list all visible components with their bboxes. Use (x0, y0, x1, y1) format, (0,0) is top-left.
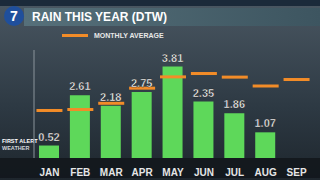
html-text:WEATHER: WEATHER (2, 145, 30, 151)
svg-text:1.07: 1.07 (255, 117, 276, 129)
svg-text:2.18: 2.18 (100, 91, 121, 103)
html-text:FIRST ALERT: FIRST ALERT (2, 138, 38, 144)
svg-text:0.52: 0.52 (38, 131, 59, 143)
svg-text:3.81: 3.81 (162, 52, 183, 64)
svg-text:2.61: 2.61 (69, 80, 90, 92)
svg-text:1.86: 1.86 (224, 98, 245, 110)
svg-text:2.35: 2.35 (193, 87, 214, 99)
svg-text:FEB: FEB (70, 167, 90, 176)
svg-text:JUL: JUL (225, 167, 244, 176)
svg-text:AUG: AUG (255, 167, 277, 176)
svg-text:2.75: 2.75 (131, 77, 152, 89)
html-text:RAIN THIS YEAR (DTW): RAIN THIS YEAR (DTW) (32, 10, 168, 24)
svg-text:JAN: JAN (39, 167, 59, 176)
html-text:MONTHLY AVERAGE: MONTHLY AVERAGE (94, 31, 164, 39)
svg-text:APR: APR (132, 167, 154, 176)
svg-text:MAR: MAR (100, 167, 124, 176)
html-text:7: 7 (10, 8, 18, 24)
svg-text:MAY: MAY (162, 167, 184, 176)
svg-text:SEP: SEP (287, 167, 307, 176)
svg-text:JUN: JUN (194, 167, 214, 176)
